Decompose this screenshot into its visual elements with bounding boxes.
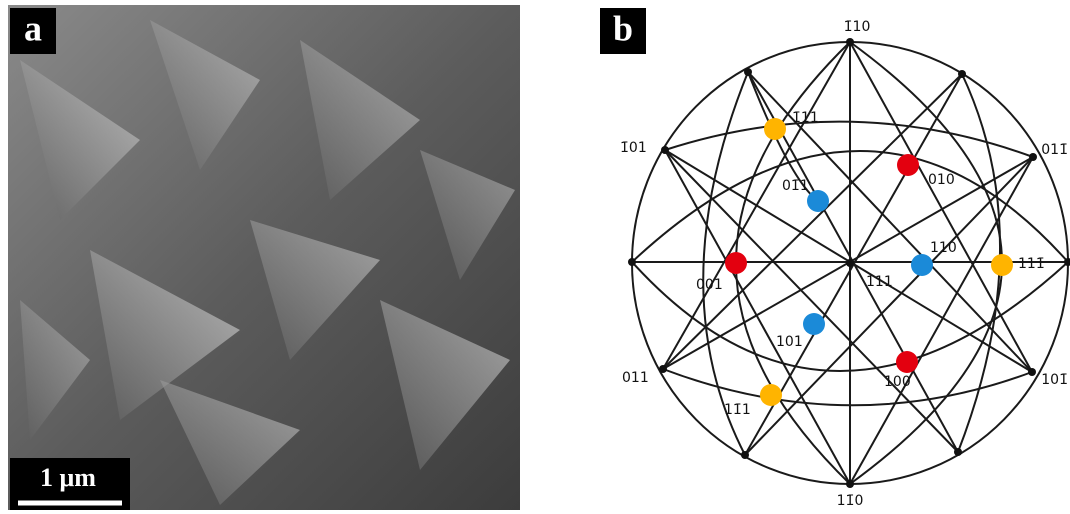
figure: a 1 μm b: [0, 0, 1070, 514]
pole-label: 111̄: [1018, 256, 1045, 272]
pole-label: 1̄10: [844, 19, 871, 35]
pole-label: 011: [622, 370, 649, 386]
pole-label: 1̄01: [620, 140, 647, 156]
pole-label: 01̄1: [782, 178, 809, 194]
pole-label: 001: [696, 277, 723, 293]
sem-image: [8, 5, 520, 510]
pole-label: 11̄0: [837, 493, 864, 509]
page: a 1 μm b: [0, 0, 1070, 514]
pole-label: 010: [928, 172, 955, 188]
stereonet: [628, 38, 1070, 488]
scale-bar-label: 1 μm: [40, 463, 96, 492]
pole-label: 100: [884, 374, 911, 390]
pole-label: 110: [930, 240, 957, 256]
pole-label: 11̄1: [724, 402, 751, 418]
pole-label: 101̄: [1041, 372, 1068, 388]
panel-label: a: [24, 8, 42, 48]
pole-label: 101: [776, 334, 803, 350]
pole-label: 1̄11: [792, 110, 819, 126]
pole-label: 011̄: [1041, 142, 1068, 158]
pole-label: 111: [866, 274, 893, 290]
panel-label: b: [613, 8, 633, 48]
